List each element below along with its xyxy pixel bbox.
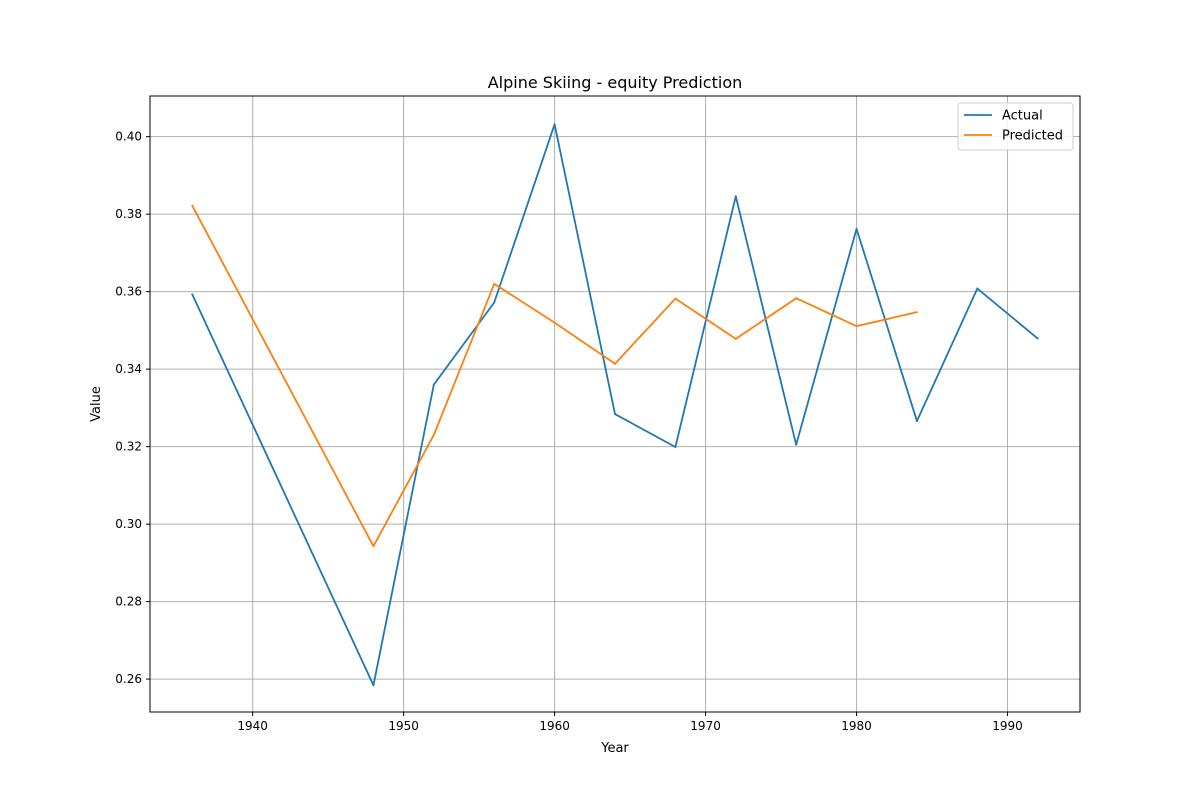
data-point-actual: [1036, 337, 1039, 340]
data-point-predicted: [855, 325, 858, 328]
y-tick-label: 0.28: [115, 595, 142, 609]
x-tick-label: 1990: [992, 719, 1023, 733]
data-point-predicted: [674, 297, 677, 300]
x-tick-label: 1950: [388, 719, 419, 733]
y-axis-label: Value: [89, 386, 104, 422]
data-point-predicted: [614, 362, 616, 365]
legend-item-actual: Actual: [964, 109, 1043, 124]
data-point-actual: [674, 446, 677, 449]
data-point-predicted: [432, 433, 435, 436]
legend-item-predicted: Predicted: [964, 129, 1063, 144]
chart-title: Alpine Skiing - equity Prediction: [488, 73, 743, 92]
y-tick-label: 0.26: [115, 672, 142, 686]
x-tick-label: 1980: [841, 719, 872, 733]
data-point-actual: [915, 420, 918, 423]
y-tick-label: 0.32: [115, 440, 142, 454]
x-tick-label: 1970: [690, 719, 721, 733]
data-point-actual: [493, 301, 496, 304]
series-predicted: [191, 204, 918, 548]
data-point-predicted: [553, 321, 556, 324]
data-point-actual: [553, 123, 556, 126]
series-layer: [191, 123, 1039, 687]
data-point-actual: [855, 227, 858, 230]
y-tick-label: 0.30: [115, 517, 142, 531]
data-point-actual: [372, 684, 375, 687]
x-axis-label: Year: [600, 741, 629, 756]
data-point-actual: [432, 383, 435, 386]
legend: Actual Predicted: [957, 102, 1074, 151]
series-actual: [191, 123, 1039, 687]
legend-label: Predicted: [1002, 129, 1063, 144]
data-point-actual: [795, 443, 798, 446]
y-tick-label: 0.36: [115, 285, 142, 299]
y-tick-label: 0.34: [115, 362, 142, 376]
y-tick-label: 0.38: [115, 207, 142, 221]
data-point-predicted: [493, 282, 496, 285]
grid: [150, 96, 1080, 712]
axis-ticks: 1940 1950 1960 1970 1980 1990 0.26 0.28 0.30 0.32…: [115, 130, 1023, 733]
data-point-predicted: [372, 545, 375, 548]
x-tick-label: 1960: [539, 719, 570, 733]
data-point-actual: [976, 287, 979, 290]
y-tick-label: 0.40: [115, 130, 142, 144]
data-point-predicted: [915, 311, 918, 314]
legend-label: Actual: [1002, 109, 1043, 124]
data-point-actual: [614, 413, 616, 416]
data-point-actual: [734, 195, 737, 198]
data-point-actual: [191, 293, 194, 296]
data-point-predicted: [734, 337, 737, 340]
data-point-predicted: [795, 297, 798, 300]
plot-frame: [149, 95, 1081, 713]
x-tick-label: 1940: [237, 719, 268, 733]
data-point-predicted: [191, 204, 194, 207]
